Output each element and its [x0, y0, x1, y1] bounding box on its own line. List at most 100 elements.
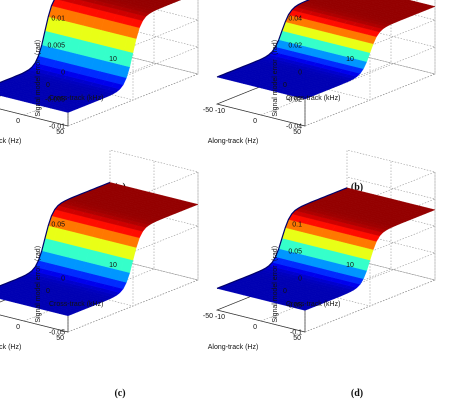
panel-caption: (c) — [114, 388, 125, 399]
surface-patch — [119, 0, 134, 4]
surface-patch — [319, 0, 333, 4]
surface-patch — [0, 82, 9, 87]
surface-patch — [162, 0, 176, 4]
surface-patch — [404, 0, 419, 4]
surface-patch — [334, 0, 349, 4]
z-tick-label: 0.04 — [288, 16, 302, 23]
x-tick-label: 0 — [283, 288, 287, 295]
z-tick-label: 0.005 — [47, 43, 65, 50]
surface-plot — [216, 0, 436, 100]
y-axis-label: Along-track (Hz) — [0, 138, 21, 145]
x-tick-label: 10 — [346, 262, 354, 269]
surface-patch — [135, 0, 149, 4]
surface-patch — [399, 0, 409, 2]
surface-patch — [0, 292, 8, 296]
surface-patch — [106, 182, 120, 187]
z-tick-label: -0.04 — [286, 124, 302, 131]
y-axis-label: Along-track (Hz) — [208, 138, 259, 145]
y-tick-label: 50 — [56, 335, 64, 342]
surface-patch — [0, 288, 6, 292]
y-tick-label: 0 — [253, 324, 257, 331]
gridline — [109, 0, 199, 75]
y-tick-label: 0 — [16, 324, 20, 331]
gridline — [346, 172, 436, 281]
x-axis-label: Cross-track (kHz) — [49, 95, 103, 102]
surface-patch — [131, 0, 139, 2]
surface-patch — [63, 0, 75, 4]
surface-patch — [332, 0, 338, 1]
surface-patch — [0, 294, 5, 298]
surface-patch — [362, 0, 376, 4]
surface-patch — [0, 285, 9, 290]
surface-patch — [0, 84, 6, 88]
surface-patch — [83, 0, 97, 4]
chart-panel: 0.010.0050-0.005-0.01-10010500-50Signal … — [0, 0, 199, 193]
x-tick-label: 0 — [46, 82, 50, 89]
y-tick-label: 50 — [293, 129, 301, 136]
x-axis-label: Cross-track (kHz) — [286, 95, 340, 102]
surface-plot — [0, 0, 182, 113]
surface-patch — [104, 0, 111, 2]
y-tick-label: 50 — [56, 129, 64, 136]
panel-caption: (d) — [351, 388, 363, 399]
surface-patch — [95, 0, 110, 3]
z-tick-label: -0.05 — [286, 303, 302, 310]
y-tick-label: -50 — [203, 313, 213, 320]
x-tick-label: -10 — [215, 108, 225, 115]
surface-patch — [140, 0, 152, 2]
surface-patch — [350, 0, 364, 3]
surface-patch — [123, 0, 137, 3]
z-tick-label: 0.01 — [51, 16, 65, 23]
surface-patch — [79, 0, 86, 2]
z-tick-label: -0.005 — [45, 97, 65, 104]
surface-plot — [0, 181, 199, 317]
gridline — [346, 0, 436, 75]
surface-patch — [59, 0, 65, 2]
surface-patch — [365, 0, 379, 3]
surface-patch — [0, 88, 8, 93]
surface-patch — [71, 0, 85, 6]
z-tick-label: 0 — [61, 70, 65, 77]
z-axis-label: Signal model error（rad） — [271, 35, 279, 116]
surface-patch — [51, 0, 64, 9]
z-tick-label: 0.02 — [288, 43, 302, 50]
surface-patch — [315, 0, 324, 2]
surface-patch — [374, 0, 381, 1]
x-tick-label: -10 — [215, 314, 225, 321]
surface-edge — [216, 187, 348, 289]
surface-patch — [382, 0, 394, 2]
z-axis-label: Signal model error（rad） — [34, 241, 42, 322]
z-tick-label: -0.1 — [290, 330, 302, 337]
x-tick-label: 10 — [109, 262, 117, 269]
x-tick-label: 10 — [346, 56, 354, 63]
surface-patch — [357, 0, 367, 2]
z-tick-label: 0.05 — [51, 222, 65, 229]
panel-caption: (b) — [351, 182, 363, 193]
surface-edge — [0, 0, 55, 84]
chart-panel: 0.04 0.02 0 -0.02 -0.04 -10 0 10 50 0 -50 Signal mo… — [203, 0, 436, 193]
z-tick-label: 0.05 — [288, 249, 302, 256]
z-tick-label: -0.01 — [49, 124, 65, 131]
surface-edge — [0, 181, 111, 287]
z-axis-label: Signal model error（rad） — [271, 241, 279, 322]
y-tick-label: 0 — [253, 118, 257, 125]
surface-patch — [377, 0, 391, 4]
z-axis-label: Signal model error（rad） — [34, 35, 42, 116]
surface-patch — [307, 0, 321, 3]
y-axis-label: Along-track (Hz) — [208, 344, 259, 351]
y-tick-label: 50 — [293, 335, 301, 342]
y-tick-label: -50 — [203, 107, 213, 114]
x-tick-label: 10 — [109, 56, 117, 63]
z-tick-label: -0.05 — [49, 330, 65, 337]
z-tick-label: 0 — [61, 276, 65, 283]
y-axis-label: Along-track (Hz) — [0, 344, 21, 351]
x-tick-label: 0 — [283, 82, 287, 89]
surface-patch — [174, 0, 182, 2]
surface-patch — [165, 0, 180, 3]
surface-patch — [157, 0, 167, 2]
z-tick-label: 0 — [298, 70, 302, 77]
x-tick-label: 0 — [46, 288, 50, 295]
surface-patch — [340, 0, 352, 2]
